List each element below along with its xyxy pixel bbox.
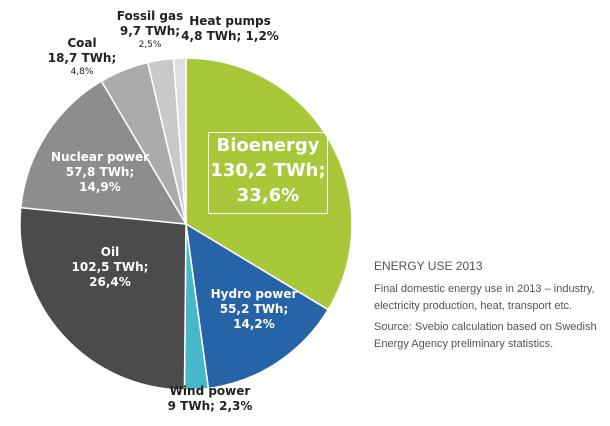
side-description: Final domestic energy use in 2013 – indu… — [374, 283, 595, 312]
label-percent: 2,5% — [138, 40, 162, 50]
label-fossil-gas: Fossil gas 9,7 TWh; 2,5% — [110, 9, 190, 51]
side-source: Source: Svebio calculation based on Swed… — [374, 321, 597, 350]
label-name: Oil — [100, 245, 120, 259]
pie-slice-heat-pumps — [172, 57, 187, 225]
label-percent: 33,6% — [236, 185, 300, 206]
label-percent: 14,9% — [79, 180, 121, 194]
label-name: Fossil gas — [116, 9, 184, 23]
label-percent: 4,8% — [70, 67, 94, 77]
label-coal: Coal 18,7 TWh; 4,8% — [42, 36, 122, 78]
label-name: Hydro power — [210, 287, 298, 301]
label-value: 9 TWh; 2,3% — [167, 399, 253, 413]
pie-slice-oil — [19, 206, 187, 391]
label-name: Wind power — [169, 384, 251, 398]
label-oil: Oil 102,5 TWh; 26,4% — [60, 245, 160, 290]
side-heading: ENERGY USE 2013 — [374, 259, 483, 273]
label-value: 102,5 TWh; — [71, 260, 149, 274]
label-hydro-power: Hydro power 55,2 TWh; 14,2% — [204, 287, 304, 332]
label-percent: 26,4% — [89, 275, 131, 289]
label-name: Heat pumps — [189, 14, 271, 28]
pie-slice-nuclear-power — [19, 80, 188, 225]
label-nuclear-power: Nuclear power 57,8 TWh; 14,9% — [45, 150, 155, 195]
label-value: 55,2 TWh; — [219, 302, 289, 316]
label-value: 9,7 TWh; — [119, 24, 181, 38]
label-wind-power: Wind power 9 TWh; 2,3% — [160, 384, 260, 414]
pie-slice-hydro-power — [185, 222, 330, 390]
pie-slice-bioenergy — [185, 57, 353, 311]
label-name: Coal — [67, 36, 97, 50]
label-name: Nuclear power — [50, 150, 150, 164]
label-percent: 14,2% — [233, 317, 275, 331]
label-value: 57,8 TWh; — [65, 165, 135, 179]
label-heat-pumps: Heat pumps 4,8 TWh; 1,2% — [180, 14, 280, 44]
label-value: 18,7 TWh; — [47, 51, 117, 65]
label-value: 130,2 TWh; — [210, 160, 326, 181]
label-value: 4,8 TWh; 1,2% — [181, 29, 279, 43]
label-bioenergy: Bioenergy 130,2 TWh; 33,6% — [208, 132, 328, 214]
label-name: Bioenergy — [216, 135, 320, 156]
